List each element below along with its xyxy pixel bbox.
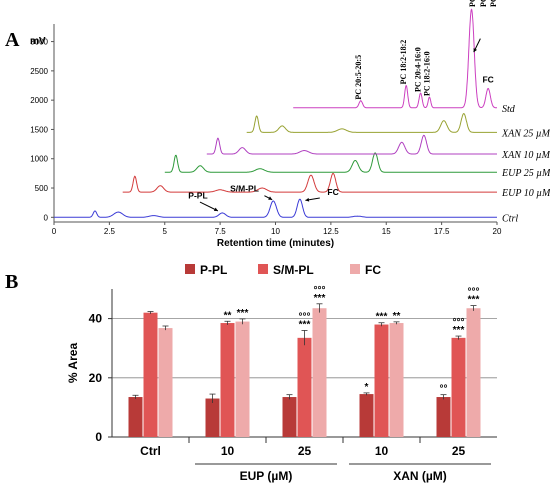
bar-fc	[235, 321, 250, 437]
peak-annotation: PC 16:0-16:0	[489, 0, 498, 7]
series-label: XAN 25 µM	[501, 128, 550, 139]
x-tick-label: 0	[52, 227, 57, 236]
peak-annotation: PC 18:2-16:0	[422, 51, 431, 96]
y-tick-label: 500	[35, 184, 49, 193]
significance-mark: *	[365, 382, 369, 393]
series-line-2	[164, 152, 497, 173]
panel-label-b: B	[5, 271, 18, 293]
x-axis-title: Retention time (minutes)	[217, 238, 334, 249]
series-line-0	[54, 198, 497, 218]
smpl-arrow-head	[268, 196, 273, 200]
bar-s-m-pl	[220, 323, 235, 437]
peak-annotation: PC 18:2-18:2	[399, 40, 408, 85]
significance-mark: ***	[299, 319, 311, 330]
bar-fc	[158, 328, 173, 437]
y-tick-label: 0	[95, 430, 102, 444]
significance-mark: ***	[314, 293, 326, 304]
significance-mark: °°°	[299, 311, 311, 322]
peak-annotation: PC 18:1-16:0	[468, 0, 477, 7]
significance-mark: ***	[376, 312, 388, 323]
y-tick-label: 1000	[30, 155, 48, 164]
series-line-5	[293, 8, 497, 109]
peak-annotation: S/M-PL	[230, 184, 259, 194]
x-tick-label: 12.5	[323, 227, 339, 236]
legend-label: S/M-PL	[273, 263, 314, 277]
category-label: Ctrl	[140, 444, 161, 458]
series-label: Ctrl	[502, 213, 518, 224]
legend-swatch	[258, 264, 268, 274]
bar-p-pl	[128, 397, 143, 437]
significance-mark: °°°	[468, 287, 480, 298]
bar-s-m-pl	[374, 324, 389, 437]
significance-mark: °°°	[314, 285, 326, 296]
significance-mark: °°°	[453, 317, 465, 328]
ppl-arrow-head	[213, 207, 218, 212]
x-tick-label: 20	[493, 227, 502, 236]
bar-p-pl	[436, 397, 451, 437]
x-tick-label: 5	[163, 227, 168, 236]
bar-p-pl	[359, 394, 374, 437]
legend-swatch	[185, 264, 195, 274]
series-label: EUP 25 µM	[501, 168, 550, 179]
bar-fc	[312, 308, 327, 437]
x-tick-label: 7.5	[215, 227, 227, 236]
series-label: XAN 10 µM	[501, 150, 550, 161]
category-label: 25	[452, 444, 466, 458]
legend-label: FC	[365, 263, 381, 277]
series-label: EUP 10 µM	[501, 188, 550, 199]
y-tick-label: 2500	[30, 67, 48, 76]
y-tick-label: 2000	[30, 96, 48, 105]
legend-swatch	[350, 264, 360, 274]
significance-mark: **	[224, 310, 232, 321]
y-tick-label: 40	[89, 312, 103, 326]
significance-mark: ***	[237, 308, 249, 319]
y-axis-unit: mV	[30, 36, 46, 47]
series-label: Std	[502, 104, 516, 115]
bar-p-pl	[205, 398, 220, 437]
category-label: 10	[375, 444, 389, 458]
y-axis-title: % Area	[66, 343, 80, 384]
y-tick-label: 20	[89, 371, 103, 385]
series-line-4	[246, 113, 497, 133]
x-tick-label: 10	[271, 227, 280, 236]
bar-s-m-pl	[143, 312, 158, 437]
std-peak-arrow-head	[473, 48, 478, 53]
bar-fc	[466, 308, 481, 437]
fc-arrow-head	[305, 197, 310, 202]
significance-mark: °°	[440, 384, 448, 395]
peak-annotation: PC 16:0-18:1	[479, 0, 488, 7]
panel-label-a: A	[5, 29, 20, 51]
peak-annotation: FC	[327, 187, 338, 197]
peak-annotation: P-PL	[188, 191, 207, 201]
group-label: EUP (µM)	[240, 469, 293, 483]
x-tick-label: 2.5	[104, 227, 116, 236]
category-label: 10	[221, 444, 235, 458]
x-tick-label: 17.5	[434, 227, 450, 236]
bar-s-m-pl	[451, 337, 466, 437]
peak-annotation: PC 20:4-16:0	[414, 47, 423, 92]
series-line-3	[206, 134, 497, 155]
peak-annotation: FC	[482, 75, 493, 85]
y-tick-label: 3000	[30, 38, 48, 47]
significance-mark: **	[393, 311, 401, 322]
y-tick-label: 0	[44, 213, 49, 222]
series-line-1	[122, 172, 497, 193]
bar-fc	[389, 323, 404, 437]
x-tick-label: 15	[382, 227, 391, 236]
group-label: XAN (µM)	[393, 469, 447, 483]
bar-s-m-pl	[297, 337, 312, 437]
significance-mark: ***	[453, 325, 465, 336]
legend-label: P-PL	[200, 263, 227, 277]
bar-p-pl	[282, 397, 297, 437]
peak-annotation: PC 20:5-20:5	[354, 55, 363, 100]
y-tick-label: 1500	[30, 125, 48, 134]
category-label: 25	[298, 444, 312, 458]
significance-mark: ***	[468, 295, 480, 306]
